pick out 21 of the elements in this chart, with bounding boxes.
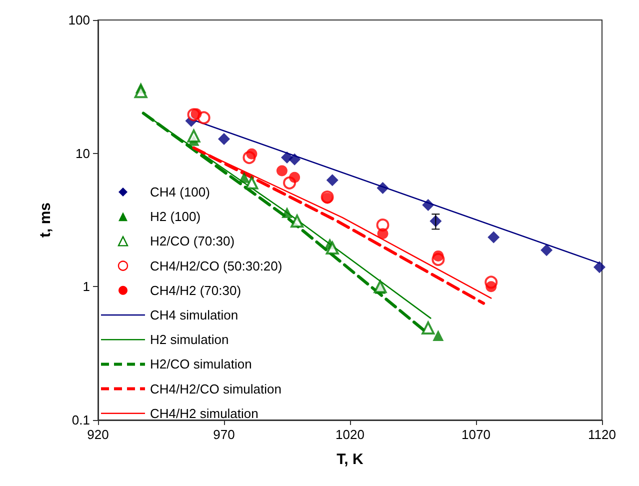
y-tick-label: 1	[82, 279, 90, 294]
y-tick-label: 0.1	[72, 412, 90, 428]
legend-label: CH4/H2 simulation	[150, 406, 258, 421]
y-tick-label: 10	[76, 146, 90, 161]
legend-label: H2 (100)	[150, 209, 201, 224]
x-axis-title: T, K	[336, 451, 364, 468]
legend-label: CH4/H2 (70:30)	[150, 282, 242, 298]
x-tick-label: 1020	[336, 427, 364, 442]
x-tick-label: 970	[213, 427, 235, 442]
legend-label: CH4 (100)	[150, 184, 210, 200]
legend-label: CH4 simulation	[150, 308, 238, 322]
x-tick-label: 920	[87, 427, 109, 442]
y-tick-label: 100	[68, 12, 90, 28]
x-tick-label: 1120	[588, 427, 616, 442]
legend-label: CH4/H2/CO simulation	[150, 381, 282, 396]
legend-label: H2 simulation	[150, 332, 229, 348]
legend-label: H2/CO (70:30)	[150, 234, 235, 249]
legend-label: H2/CO simulation	[150, 356, 252, 372]
x-tick-label: 1070	[462, 427, 490, 442]
y-axis-title: t, ms	[37, 202, 54, 238]
legend-label: CH4/H2/CO (50:30:20)	[150, 258, 282, 274]
